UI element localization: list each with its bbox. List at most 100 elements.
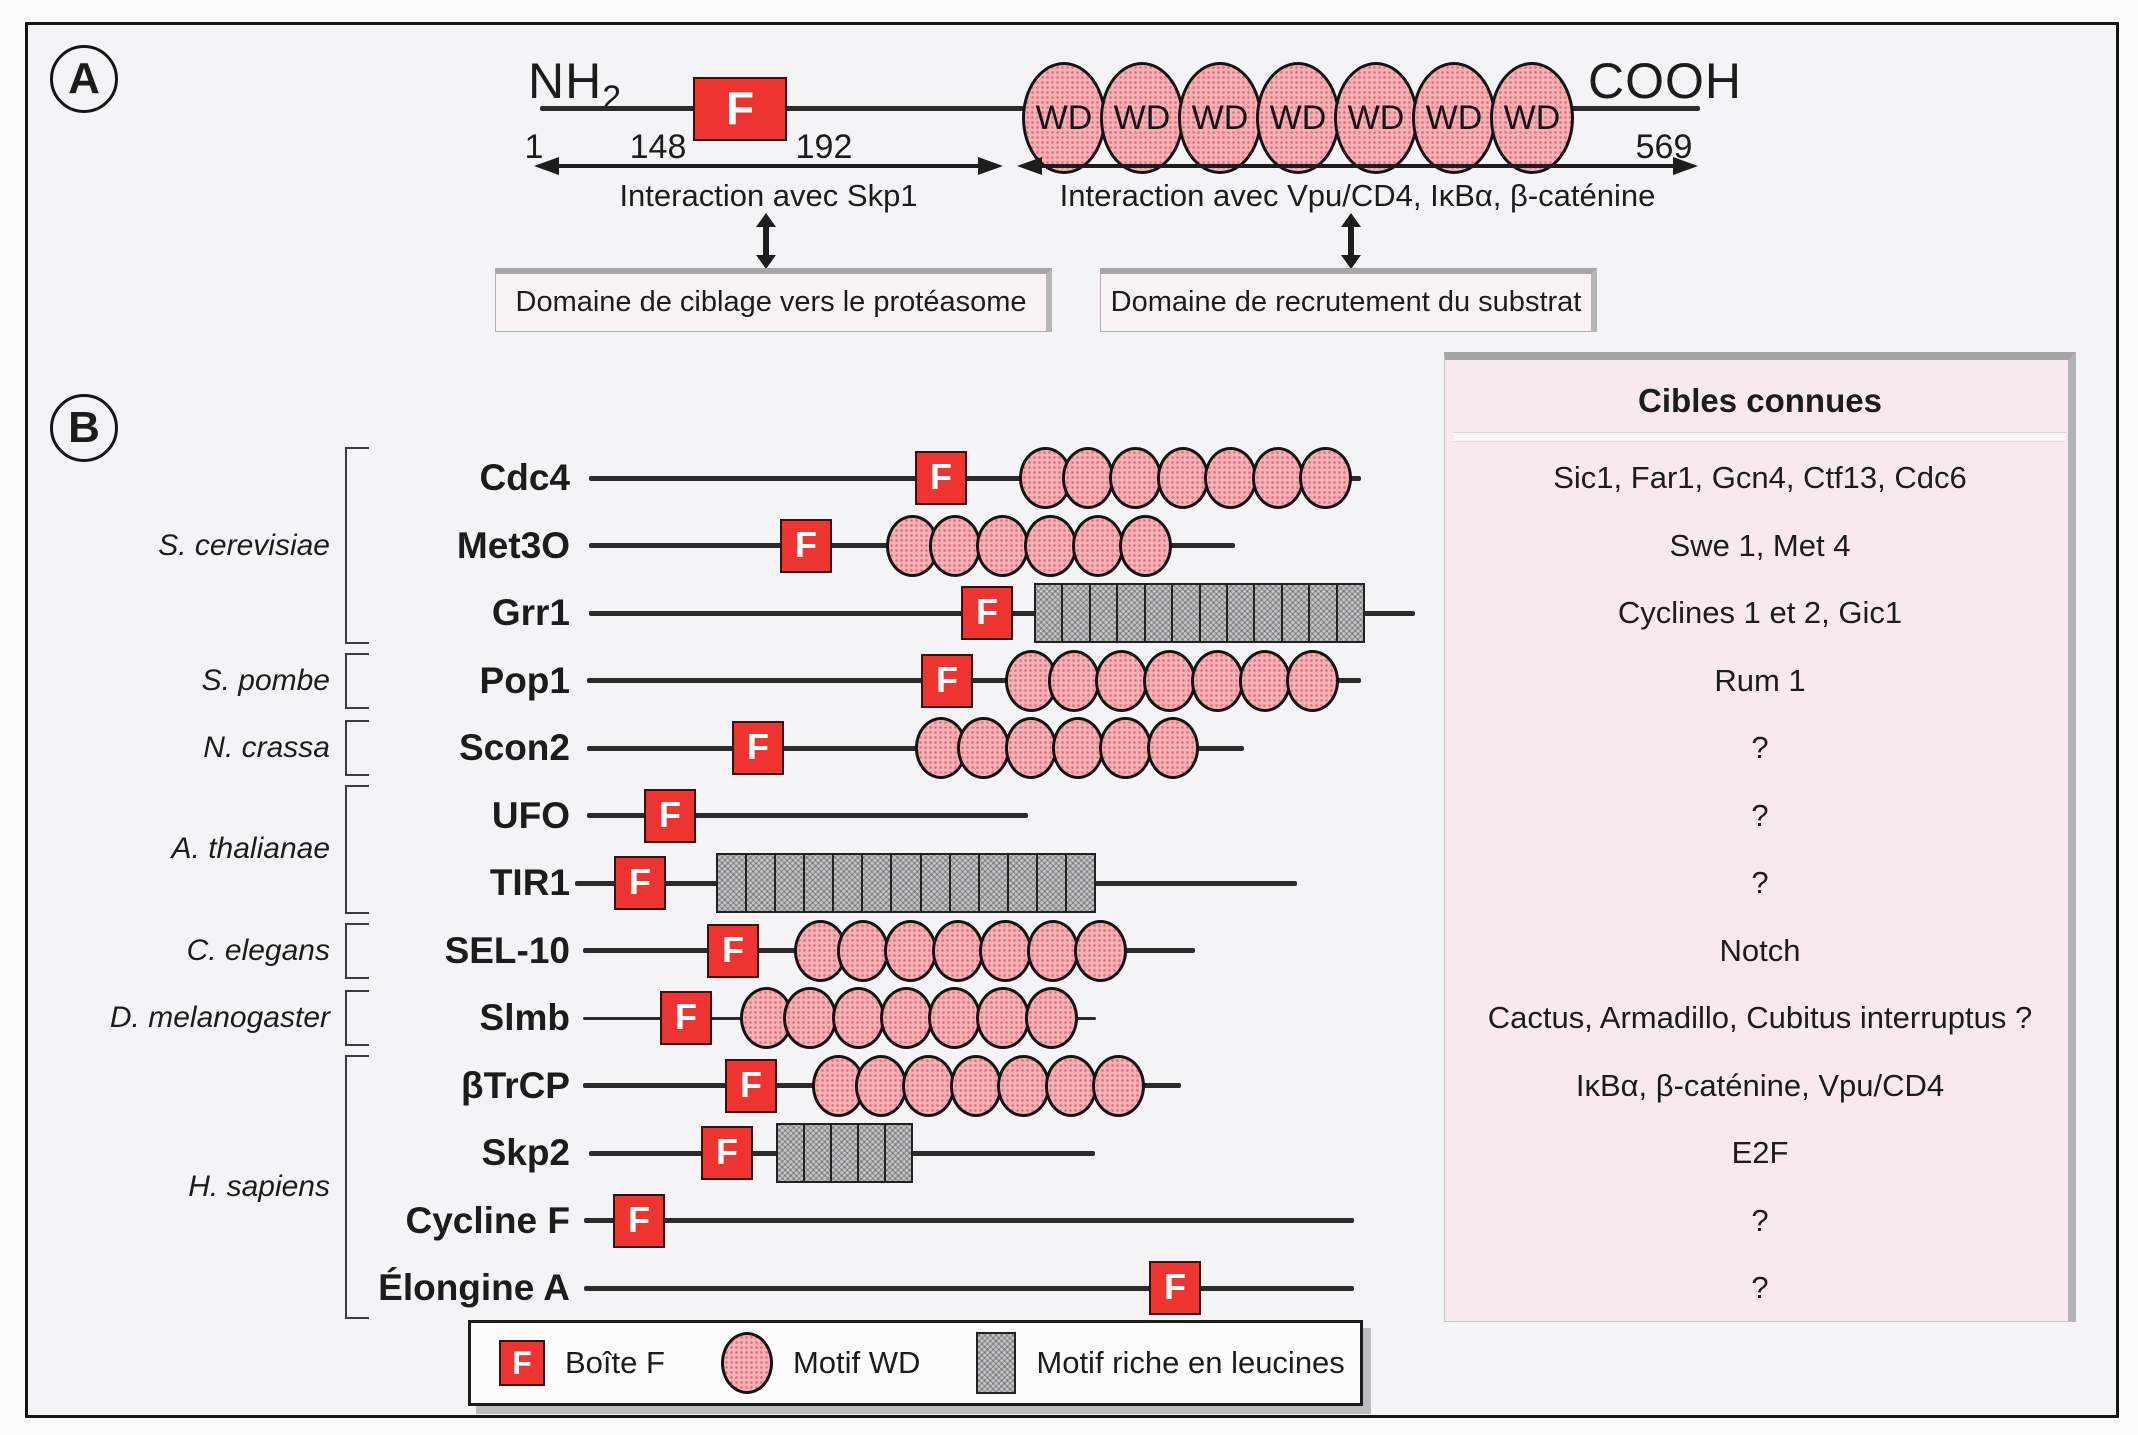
protein-label: Cdc4 bbox=[479, 457, 570, 498]
legend-item-wd: Motif WD bbox=[720, 1332, 920, 1394]
targets-header-separator bbox=[1453, 432, 2066, 442]
leucine-rich-cell bbox=[1283, 585, 1311, 641]
leucine-rich-motif bbox=[1034, 583, 1365, 643]
species-label: C. elegans bbox=[186, 933, 330, 967]
species-label: S. pombe bbox=[201, 663, 330, 697]
wd-motif bbox=[854, 1054, 908, 1117]
protein-line bbox=[589, 475, 1361, 481]
f-box-domain-panel-a: F bbox=[693, 77, 787, 141]
wd-motif bbox=[1204, 447, 1257, 509]
wd-repeat-5: WD bbox=[1334, 62, 1418, 174]
protein-label: Scon2 bbox=[458, 727, 570, 768]
protein-label: βTrCP bbox=[461, 1064, 570, 1106]
leucine-rich-cell bbox=[1310, 585, 1338, 641]
leucine-rich-cell bbox=[1146, 585, 1174, 641]
wd-motif bbox=[997, 1054, 1050, 1117]
wd-motif-legend-swatch bbox=[720, 1332, 773, 1394]
protein-line bbox=[587, 813, 1028, 818]
vertical-arrow-right bbox=[1341, 213, 1361, 269]
wd-motif bbox=[831, 987, 885, 1049]
wd-motif bbox=[931, 919, 985, 982]
species-label: H. sapiens bbox=[188, 1169, 330, 1203]
leucine-rich-cell bbox=[1009, 855, 1038, 911]
cterm-text: COOH bbox=[1588, 53, 1742, 109]
legend: F Boîte F Motif WD Motif riche en leucin… bbox=[468, 1320, 1363, 1406]
c-terminus-label: COOH bbox=[1588, 52, 1742, 110]
wd-motif bbox=[879, 987, 934, 1049]
vertical-arrow-left bbox=[756, 213, 776, 269]
span-arrow-substrate bbox=[1017, 157, 1698, 175]
leucine-rich-motif bbox=[776, 1123, 913, 1183]
f-box-motif: F bbox=[644, 788, 696, 843]
wd-motif bbox=[794, 919, 847, 982]
leucine-rich-cell bbox=[1038, 855, 1067, 911]
protein-label: SEL-10 bbox=[444, 929, 570, 971]
wd-motif bbox=[783, 987, 837, 1049]
proteasome-targeting-domain-box: Domaine de ciblage vers le protéasome bbox=[495, 268, 1052, 332]
species-bracket bbox=[345, 922, 369, 979]
leucine-rich-cell bbox=[1201, 585, 1228, 641]
f-box-motif: F bbox=[613, 1193, 665, 1248]
species-label: N. crassa bbox=[203, 731, 330, 764]
wd-repeat-track: WD WD WD WD WD WD WD bbox=[1022, 62, 1574, 174]
f-box-motif: F bbox=[701, 1126, 753, 1180]
wd-motif bbox=[979, 919, 1032, 982]
leucine-rich-cell bbox=[1255, 585, 1283, 641]
position-148: 148 bbox=[629, 128, 687, 166]
wd-repeat-4: WD bbox=[1256, 62, 1340, 174]
target-item: ? bbox=[1751, 1202, 1769, 1238]
wd-motif bbox=[1156, 447, 1210, 509]
wd-motif bbox=[1119, 514, 1172, 577]
leucine-rich-cell bbox=[747, 855, 777, 911]
leucine-rich-cell bbox=[1036, 585, 1064, 641]
protein-label: Pop1 bbox=[479, 659, 570, 701]
leucine-rich-cell bbox=[1063, 585, 1091, 641]
wd-motif bbox=[1004, 717, 1057, 779]
leucine-rich-cell bbox=[1091, 585, 1119, 641]
wd-repeat-3: WD bbox=[1178, 62, 1262, 174]
leucine-rich-cell bbox=[980, 855, 1009, 911]
target-item: ? bbox=[1751, 797, 1769, 833]
panel-b-letter: B bbox=[68, 403, 100, 452]
species-bracket bbox=[345, 784, 369, 914]
leucine-rich-cell bbox=[832, 1125, 859, 1181]
wd-motif bbox=[1019, 447, 1072, 509]
wd-motif bbox=[1286, 649, 1339, 712]
target-item: Rum 1 bbox=[1714, 662, 1806, 698]
species-label: A. thalianae bbox=[171, 832, 330, 866]
target-item: IκBα, β-caténine, Vpu/CD4 bbox=[1575, 1067, 1945, 1103]
leucine-rich-cell bbox=[951, 855, 980, 911]
interaction-skp1-label: Interaction avec Skp1 bbox=[619, 178, 918, 213]
target-item: Swe 1, Met 4 bbox=[1669, 527, 1851, 563]
wd-repeat-7: WD bbox=[1490, 62, 1574, 174]
f-box-motif: F bbox=[725, 1058, 777, 1113]
wd-motif bbox=[1092, 1054, 1145, 1117]
f-box-motif: F bbox=[707, 923, 759, 978]
protein-label: Slmb bbox=[479, 997, 570, 1038]
leucine-rich-cell bbox=[834, 855, 864, 911]
leucine-rich-cell bbox=[805, 855, 835, 911]
species-label: D. melanogaster bbox=[109, 1001, 330, 1034]
wd-motif bbox=[957, 717, 1010, 779]
leucine-rich-cell bbox=[776, 855, 806, 911]
leucine-rich-motif bbox=[716, 853, 1096, 913]
legend-item-fbox: F Boîte F bbox=[499, 1340, 665, 1386]
panel-a-marker: A bbox=[50, 45, 118, 113]
wd-motif bbox=[1074, 919, 1127, 982]
protein-label: Cycline F bbox=[405, 1199, 571, 1241]
leucine-rich-cell bbox=[805, 1125, 832, 1181]
protein-label: TIR1 bbox=[489, 862, 570, 903]
known-targets-panel bbox=[1444, 352, 2076, 1322]
target-item: ? bbox=[1751, 1270, 1769, 1305]
wd-motif bbox=[1190, 649, 1244, 712]
panel-b-marker: B bbox=[50, 394, 118, 462]
wd-motif bbox=[1095, 649, 1149, 712]
species-bracket bbox=[345, 652, 369, 709]
wd-motif bbox=[1238, 649, 1292, 712]
wd-motif bbox=[976, 987, 1030, 1049]
target-item: E2F bbox=[1731, 1135, 1789, 1170]
wd-motif bbox=[1024, 987, 1078, 1049]
substrate-recruitment-domain-box: Domaine de recrutement du substrat bbox=[1100, 268, 1597, 332]
